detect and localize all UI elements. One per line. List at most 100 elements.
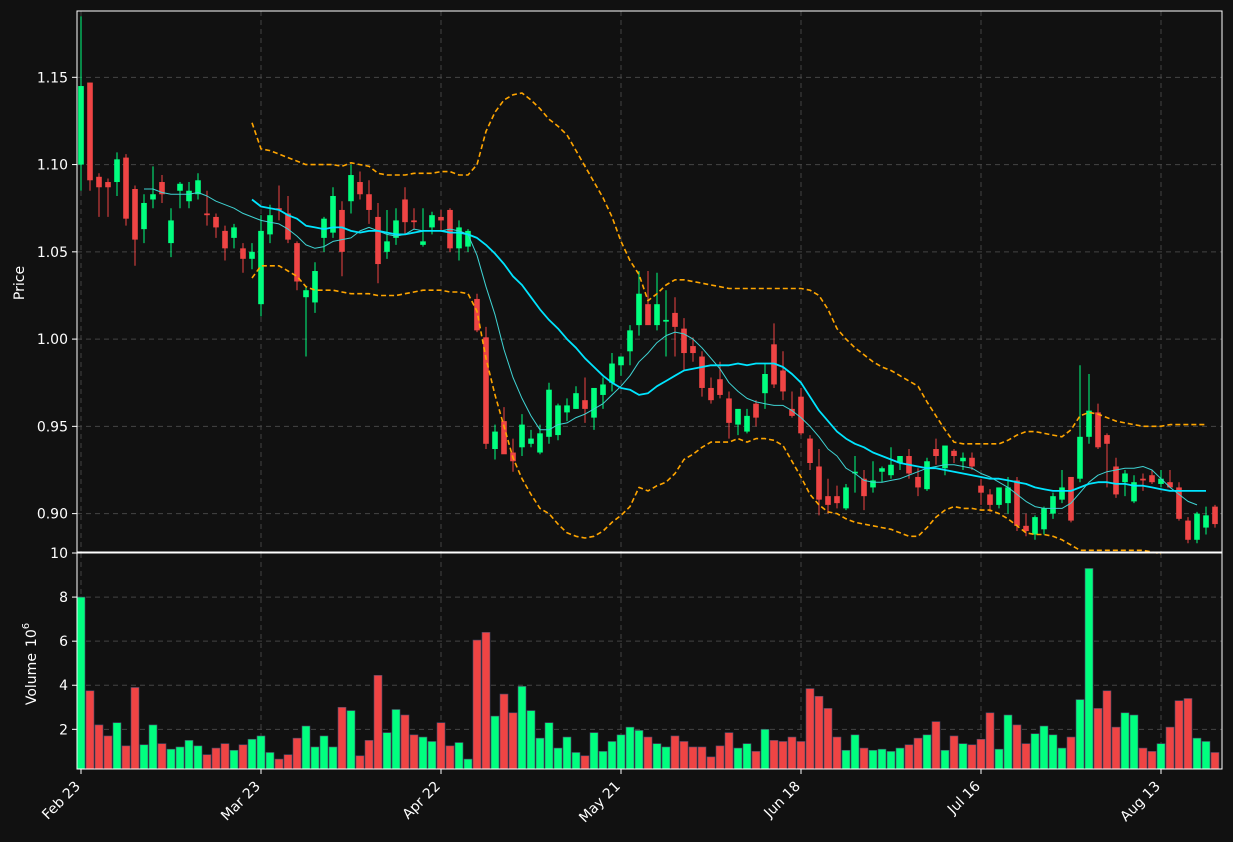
candle-body [789,408,795,416]
volume-bar [481,632,491,770]
candle-body [879,468,885,472]
volume-bar [319,735,329,770]
volume-bar [166,748,176,770]
price-tick-label: 0.95 [37,419,68,435]
volume-bar [868,749,878,770]
candle-body [843,487,849,509]
volume-axis-label-unit: 10 [24,629,40,647]
volume-bar [1093,708,1103,770]
candle-body [699,356,705,388]
candle-body [708,387,714,401]
volume-bar [310,746,320,770]
volume-bar [598,751,608,770]
volume-bar [823,708,833,770]
price-tick-label: 1.05 [37,245,68,261]
candle-body [834,496,840,504]
candle-body [951,450,957,457]
candle-body [285,213,291,240]
volume-bar [985,712,995,770]
volume-bar [193,745,203,770]
candle-body [114,159,120,183]
volume-bar [238,744,248,770]
candle-body [1176,487,1182,519]
candle-body [1014,480,1020,526]
volume-bar [688,746,698,770]
candle-body [726,398,732,423]
volume-bar [94,724,104,770]
candle-body [267,215,273,235]
candle-body [240,248,246,259]
volume-bar [949,735,959,770]
volume-bar [157,743,167,770]
volume-bar [1129,714,1139,770]
volume-bar [1210,752,1220,770]
candle-body [798,396,804,434]
candle-body [204,213,210,216]
candle-body [1194,513,1200,540]
volume-bar [175,746,185,770]
volume-bar [490,715,500,770]
volume-bar [418,736,428,770]
volume-bar [670,735,680,770]
candle-body [519,424,525,448]
candle-body [825,496,831,505]
volume-bar [1075,699,1085,770]
volume-tick-label: 2 [59,722,68,738]
volume-bar [1012,724,1022,770]
candle-body [672,312,678,327]
candle-body [717,379,723,395]
volume-bar [121,745,131,770]
volume-bar [103,735,113,770]
candle-body [861,478,867,497]
candle-body [996,487,1002,505]
candle-body [1149,475,1155,483]
volume-bar [625,726,635,770]
volume-bar [112,722,122,770]
volume-bar [454,742,464,770]
volume-bar [715,745,725,770]
volume-bar [355,755,365,770]
volume-bar [130,687,140,770]
volume-bar [922,734,932,770]
volume-bar [1021,743,1031,770]
candle-body [807,438,813,463]
volume-bar [1174,700,1184,770]
volume-bar [778,741,788,770]
candle-body [132,189,138,240]
volume-bar [382,732,392,770]
volume-bar [832,736,842,770]
candle-body [1203,515,1209,528]
candle-body [411,220,417,223]
volume-bar [328,746,338,770]
volume-bar [1120,712,1130,770]
volume-bar [265,752,275,770]
candle-body [627,330,633,352]
volume-bar [1147,751,1157,770]
candle-body [591,387,597,418]
volume-bar [634,730,644,770]
volume-bar [661,746,671,770]
candle-body [105,182,111,188]
volume-bar [229,749,239,770]
candle-body [492,431,498,450]
volume-bar [958,743,968,770]
bollinger-lower-line [251,265,1162,555]
candle-body [681,328,687,354]
candle-body [249,251,255,259]
candle-body [735,408,741,425]
candle-body [897,456,903,463]
volume-bar [472,639,482,770]
candle-body [942,445,948,469]
candle-body [312,271,318,303]
volume-bar [1192,737,1202,770]
volume-bar [202,754,212,770]
volume-bar [796,741,806,770]
volume-axis-label: Volume 106 [21,623,40,705]
volume-bar [994,748,1004,770]
volume-bar [814,695,824,770]
candle-body [177,183,183,191]
sma-fast-line [144,188,1198,509]
candle-body [816,466,822,500]
volume-bar [337,706,347,770]
